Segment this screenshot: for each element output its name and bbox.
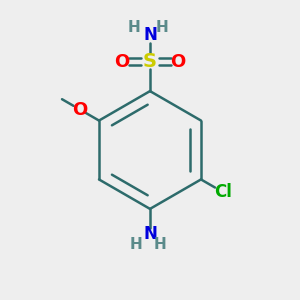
Text: O: O <box>170 53 186 71</box>
Text: H: H <box>128 20 140 35</box>
Text: S: S <box>143 52 157 71</box>
Text: H: H <box>154 237 167 252</box>
Text: O: O <box>114 53 130 71</box>
Text: N: N <box>143 26 157 44</box>
Text: H: H <box>156 20 169 35</box>
Text: H: H <box>130 237 142 252</box>
Text: O: O <box>72 100 88 118</box>
Text: N: N <box>143 225 157 243</box>
Text: Cl: Cl <box>214 183 232 201</box>
